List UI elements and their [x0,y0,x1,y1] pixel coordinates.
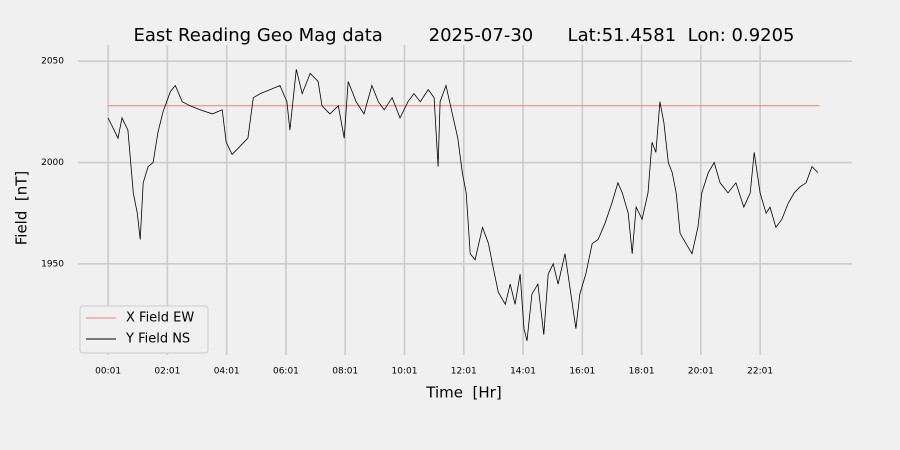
x-tick-label: 02:01 [154,367,180,377]
x-tick-label: 14:01 [510,367,536,377]
x-tick-label: 20:01 [688,367,714,377]
x-axis-label: Time [Hr] [425,384,501,402]
legend-label: Y Field NS [125,332,190,347]
x-tick-label: 12:01 [451,367,477,377]
chart-title: East Reading Geo Mag data 2025-07-30 Lat… [133,25,794,46]
x-tick-label: 08:01 [332,367,358,377]
y-axis-label: Field [nT] [13,171,31,246]
x-tick-label: 22:01 [747,367,773,377]
x-tick-label: 10:01 [392,367,418,377]
y-tick-label: 2000 [41,158,64,168]
y-tick-label: 1950 [41,259,64,269]
series-line [107,69,819,341]
x-tick-label: 18:01 [629,367,655,377]
x-tick-label: 00:01 [95,367,121,377]
x-tick-label: 16:01 [569,367,595,377]
y-tick-label: 2050 [41,57,64,67]
x-tick-label: 06:01 [273,367,299,377]
x-tick-label: 04:01 [214,367,240,377]
legend-label: X Field EW [126,311,194,326]
